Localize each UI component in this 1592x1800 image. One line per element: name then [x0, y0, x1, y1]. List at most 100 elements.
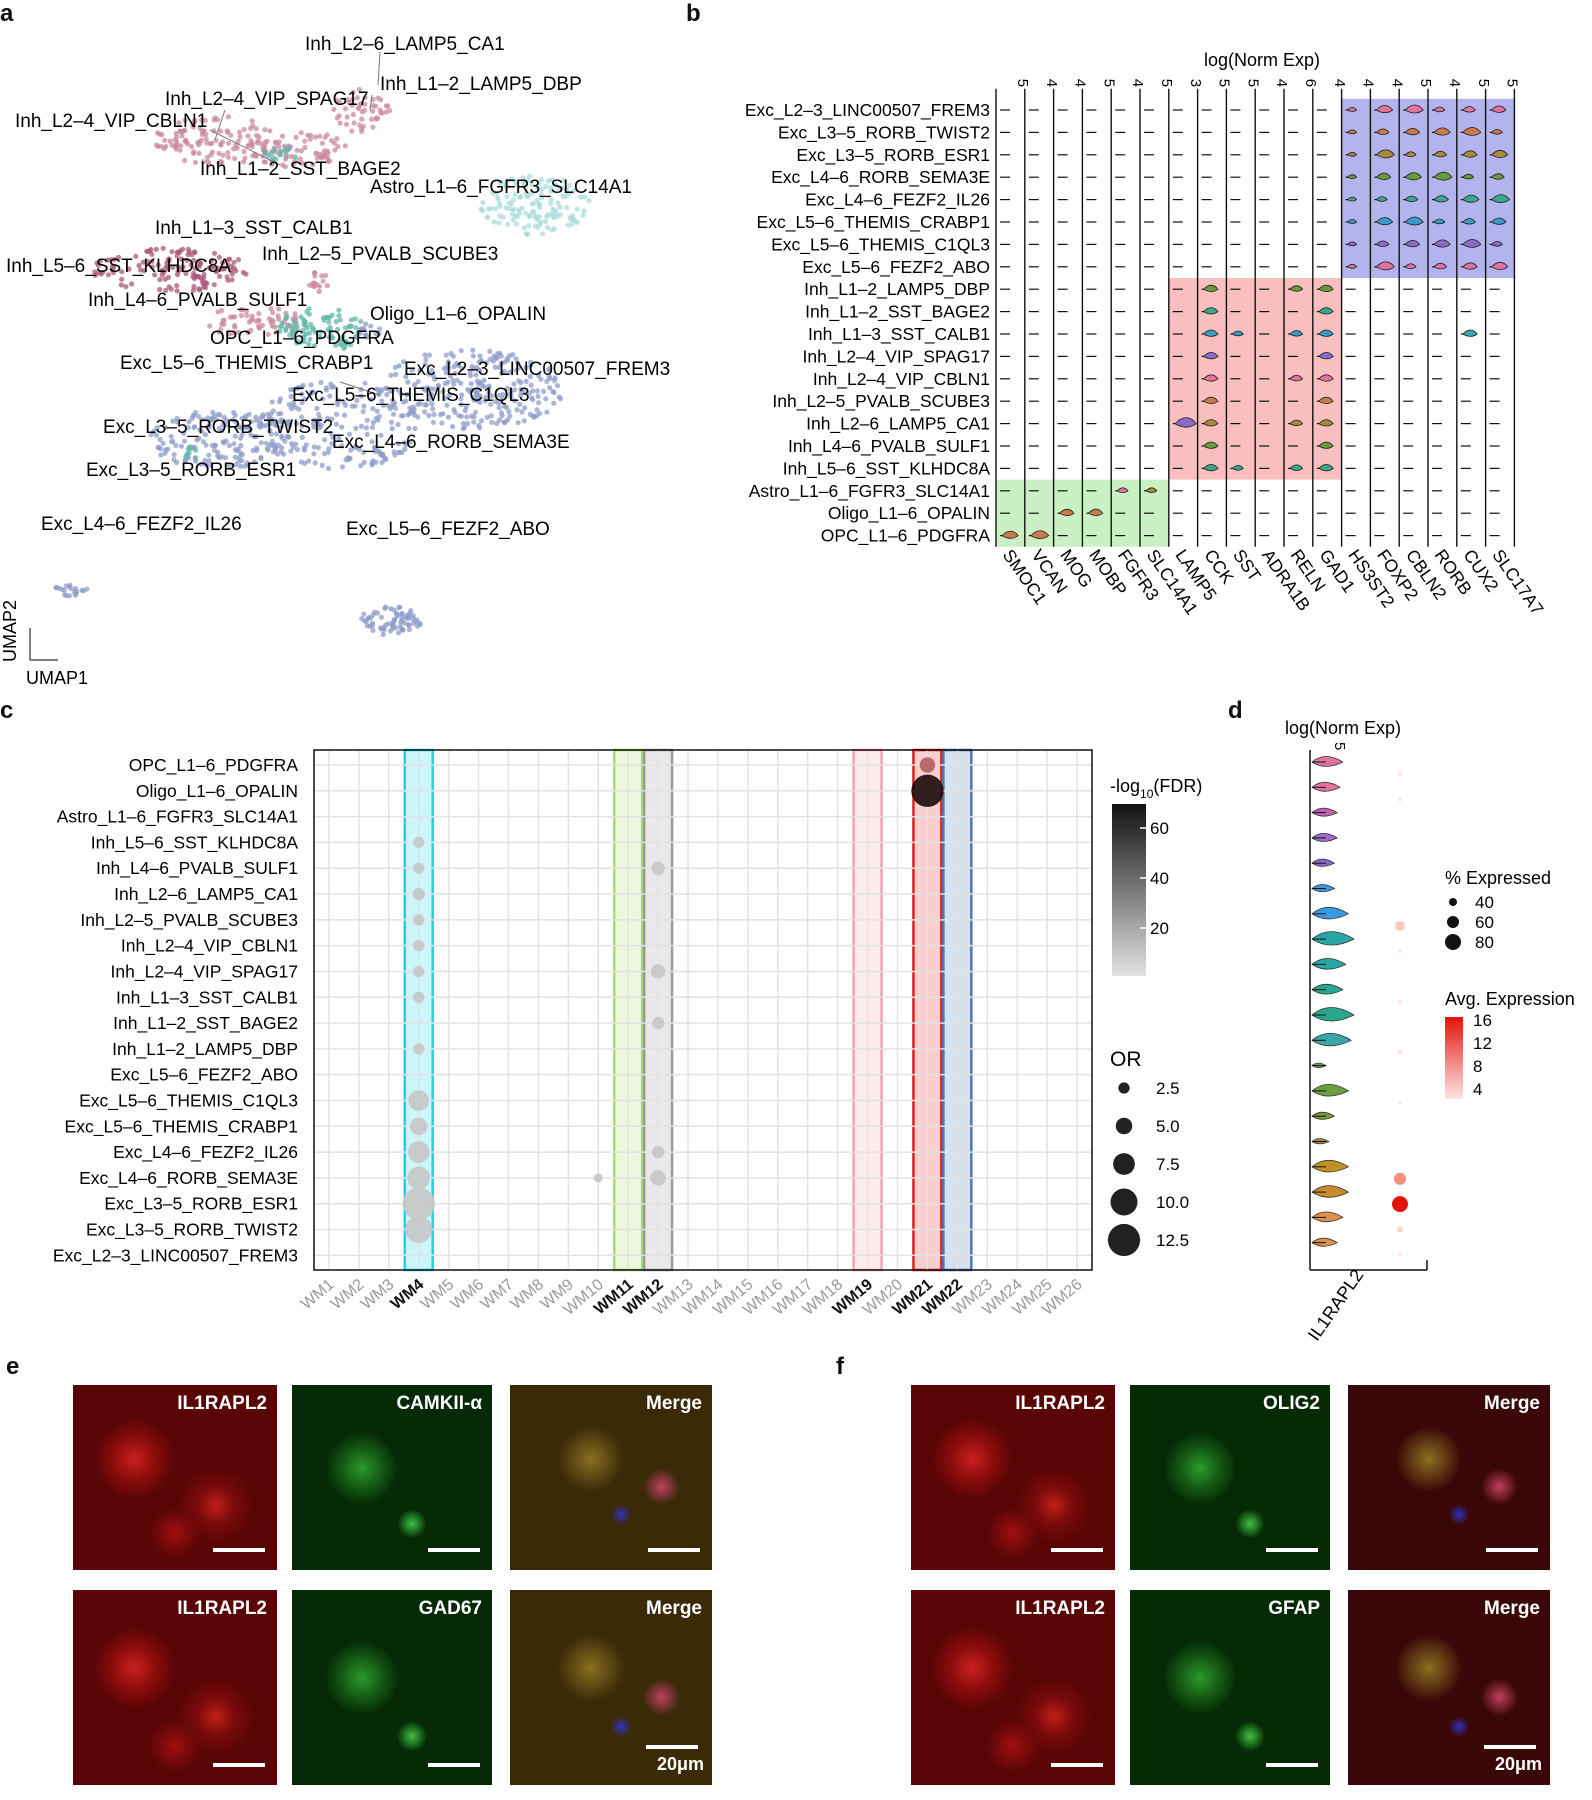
violin-shape — [1174, 417, 1197, 428]
dotplot-point — [413, 862, 425, 874]
fdr-colorbar — [1112, 804, 1146, 976]
svg-text:% Expressed: % Expressed — [1445, 868, 1551, 888]
umap-label: OPC_L1–6_PDGFRA — [210, 328, 394, 349]
cluster-inh-pvalb-scube3 — [307, 270, 330, 294]
umap-label: Inh_L1–3_SST_CALB1 — [155, 218, 353, 239]
micrograph-e-0-2: Merge — [510, 1385, 712, 1570]
dotplot-module-label: WM2 — [328, 1276, 368, 1313]
umap-label: Exc_L5–6_THEMIS_C1QL3 — [292, 385, 530, 406]
fdr-legend: -log10(FDR) 60 40 20 — [1110, 776, 1202, 976]
violin-row-label: Inh_L5–6_SST_KLHDC8A — [783, 458, 991, 479]
umap-labels: Inh_L2–6_LAMP5_CA1 Inh_L1–2_LAMP5_DBP Inh_… — [6, 34, 670, 540]
violin-row-label: Inh_L1–2_LAMP5_DBP — [804, 279, 990, 300]
violin-max-tick: 5 — [1014, 79, 1031, 87]
dotplot-module-label: WM4 — [388, 1276, 428, 1313]
violin-shape — [1490, 261, 1509, 270]
violin-shape — [1030, 530, 1050, 539]
violin-shape — [1433, 262, 1448, 270]
panel-letter-e: e — [6, 1353, 20, 1380]
panel-d-violin — [1311, 1211, 1344, 1223]
dotplot-row-label: Exc_L5–6_FEZF2_ABO — [110, 1065, 298, 1086]
cluster-exc-fezf2-il26 — [53, 582, 90, 599]
dotplot-point — [650, 964, 666, 979]
cluster-astro — [478, 173, 592, 238]
violin-shape — [1346, 241, 1358, 247]
panel-d-violin — [1311, 1032, 1353, 1047]
violin-shape — [1462, 127, 1482, 136]
or-legend: OR 2.5 5.0 7.5 10.0 12.5 — [1107, 1048, 1189, 1257]
umap-label: Inh_L1–2_LAMP5_DBP — [380, 74, 582, 95]
dotplot-point — [412, 887, 425, 901]
dotplot-row-label: Exc_L3–5_RORB_ESR1 — [104, 1194, 298, 1215]
violin-shape — [1404, 216, 1424, 226]
violin-shape — [1346, 174, 1358, 180]
panel-d-violin — [1311, 781, 1341, 792]
or-key-dot — [1115, 1117, 1133, 1135]
umap-axes-icon — [29, 628, 58, 661]
scale-bar — [213, 1548, 265, 1552]
violin-shape — [1318, 352, 1334, 360]
violin-max-tick: 5 — [1100, 79, 1117, 87]
violin-shape — [1346, 263, 1358, 269]
micrograph-label: Merge — [646, 1393, 702, 1414]
violin-shape — [1462, 106, 1476, 113]
violin-shape — [1490, 173, 1505, 180]
violin-row-label: Inh_L2–4_VIP_CBLN1 — [813, 369, 990, 390]
panel-d-header: log(Norm Exp) — [1285, 718, 1401, 738]
dotplot-row-labels: OPC_L1–6_PDGFRA Oligo_L1–6_OPALIN Astro_L1… — [53, 755, 298, 1266]
umap-label: Inh_L2–5_PVALB_SCUBE3 — [262, 244, 498, 265]
cluster-inh-pvalb-sulf1 — [207, 306, 299, 337]
svg-text:OR: OR — [1110, 1048, 1142, 1071]
violin-shape — [1375, 217, 1394, 226]
panel-letter-c: c — [0, 697, 14, 724]
umap-label: Exc_L5–6_FEZF2_ABO — [346, 519, 550, 540]
violin-shape — [1318, 419, 1334, 427]
dotplot-point — [651, 1145, 665, 1159]
pct-key-dot — [1449, 898, 1457, 906]
scale-bar — [213, 1763, 265, 1767]
violin-shape — [1404, 195, 1419, 203]
umap-label: Exc_L2–3_LINC00507_FREM3 — [404, 359, 670, 380]
violin-row-label: Inh_L2–5_PVALB_SCUBE3 — [772, 391, 990, 412]
violin-gene-labels: SMOC1VCANMOGMOBPFGFR3SLC14A1LAMP5CCKSSTA… — [999, 546, 1548, 619]
dotplot-point — [413, 991, 425, 1003]
violin-max-tick: 4 — [1072, 79, 1089, 87]
dotplot-point — [651, 861, 665, 875]
scale-label: 20μm — [1494, 1754, 1542, 1774]
micrograph-label: IL1RAPL2 — [177, 1393, 267, 1414]
dotplot-row-label: Inh_L5–6_SST_KLHDC8A — [91, 832, 299, 853]
violin-grid — [995, 88, 1516, 547]
umap-label: Inh_L2–4_VIP_CBLN1 — [15, 111, 207, 132]
violin-shape — [1289, 330, 1304, 337]
violin-shape — [1289, 464, 1304, 471]
umap-label: Exc_L4–6_RORB_SEMA3E — [332, 432, 570, 453]
dotplot-module-labels: WM1WM2WM3WM4WM5WM6WM7WM8WM9WM10WM11WM12W… — [298, 1276, 1086, 1319]
micrograph-e-1-2: Merge 20μm — [510, 1590, 712, 1785]
cluster-exc-crabp1 — [357, 321, 383, 340]
micrograph-label: CAMKII-α — [396, 1393, 482, 1414]
dotplot-row-label: Inh_L2–6_LAMP5_CA1 — [114, 884, 298, 905]
dotplot-point — [413, 914, 425, 926]
violin-max-tick: 5 — [1158, 79, 1175, 87]
umap-clusters — [53, 86, 592, 638]
umap-label: Exc_L3–5_RORB_TWIST2 — [103, 417, 333, 438]
panel-letter-a: a — [0, 0, 14, 27]
violin-shape — [1462, 329, 1478, 337]
dotplot-row-label: Oligo_L1–6_OPALIN — [136, 781, 298, 802]
micrograph-e-1-1: GAD67 — [292, 1590, 492, 1785]
dotplot-grid — [314, 750, 1092, 1270]
violin-shape — [1087, 508, 1104, 516]
violin-shape — [1375, 240, 1390, 247]
violin-shape — [1318, 374, 1334, 382]
cluster-exc-l2-3 — [374, 347, 564, 432]
violin-max-tick: 4 — [1388, 79, 1405, 87]
micrograph-e-0-0: IL1RAPL2 — [73, 1385, 277, 1570]
avg-colorbar — [1445, 1017, 1463, 1099]
or-key-dot — [1118, 1082, 1130, 1094]
micrograph-label: IL1RAPL2 — [177, 1598, 267, 1619]
dotplot-point — [407, 1166, 431, 1190]
violin-shape — [1462, 262, 1478, 270]
violin-shape — [1375, 261, 1395, 271]
violin-max-tick: 6 — [1302, 79, 1319, 87]
